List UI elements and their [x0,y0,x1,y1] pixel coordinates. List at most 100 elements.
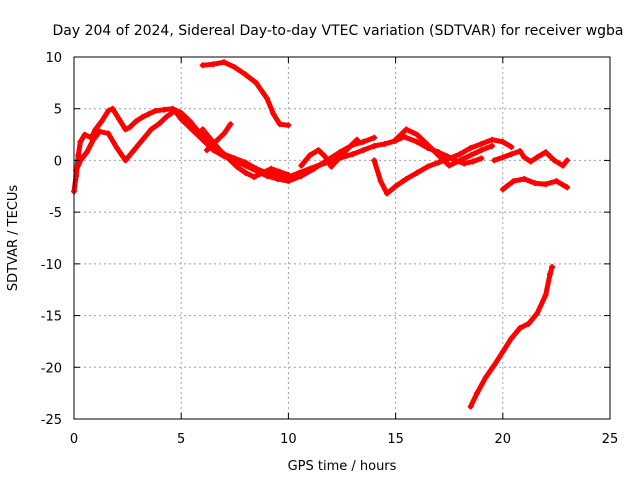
y-tick-label: 10 [45,51,62,66]
series-trace-e [199,59,292,129]
data-point [233,163,240,170]
data-point [199,136,206,143]
data-point [253,79,260,86]
data-point [253,167,260,174]
series-line [393,126,495,169]
y-tick-label: 5 [54,103,62,118]
data-point [161,106,168,113]
data-point [403,134,410,141]
x-tick-label: 25 [602,432,619,447]
data-point [263,172,270,179]
data-point [227,121,234,128]
data-point [251,173,258,180]
data-point [270,110,277,117]
data-point [360,147,367,154]
data-point [403,126,410,133]
data-point [474,390,481,397]
grid-lines [74,57,610,419]
data-point [392,183,399,190]
data-point [403,176,410,183]
plot-frame [73,56,611,420]
data-point [360,138,367,145]
data-point [321,153,328,160]
chart-title: Day 204 of 2024, Sidereal Day-to-day VTE… [52,23,623,39]
data-point [212,138,219,145]
data-point [499,186,506,193]
data-point [553,178,560,185]
data-point [242,71,249,78]
data-point [371,157,378,164]
data-point [467,403,474,410]
data-point [146,110,153,117]
data-point [139,113,146,120]
data-point [83,149,90,156]
data-point [527,158,534,165]
data-point [478,155,485,162]
series-line [298,137,360,170]
data-point [491,362,498,369]
data-point [371,142,378,149]
y-tick-label: -10 [41,258,62,273]
data-point [216,147,223,154]
data-point [377,178,384,185]
data-point [75,152,82,159]
data-point [564,184,571,191]
data-point [508,143,515,150]
data-point [381,140,388,147]
data-point [122,157,129,164]
data-point [203,147,210,154]
axis-ticks: 0 5 10 15 20 25 -25 -20 -15 -10 -5 0 5 10 [41,51,619,447]
data-point [171,107,178,114]
series-trace-c [199,126,292,180]
data-point [92,126,99,133]
series-trace-j [491,148,571,169]
data-point [489,142,496,149]
data-point [508,335,515,342]
data-point [122,126,129,133]
x-tick-label: 10 [280,432,297,447]
series-trace-l [467,263,556,410]
data-point [469,158,476,165]
data-point [414,138,421,145]
series-trace-d [203,121,234,154]
series-line [71,106,407,194]
data-point [116,116,123,123]
data-point [210,61,217,68]
data-point [444,153,451,160]
data-point [81,131,88,138]
data-point [285,122,292,129]
data-point [139,136,146,143]
data-point [542,181,549,188]
y-tick-label: -25 [41,413,62,428]
data-point [525,320,532,327]
data-point [549,263,556,270]
data-point [467,145,474,152]
series-trace-a [71,105,408,195]
data-point [478,147,485,154]
data-point [274,176,281,183]
data-point [186,118,193,125]
x-tick-label: 5 [177,432,185,447]
data-point [113,145,120,152]
data-point [435,159,442,166]
data-point [328,163,335,170]
data-point [90,136,97,143]
data-point [467,152,474,159]
data-point [499,138,506,145]
series-trace-f [298,136,361,170]
data-point [521,154,528,161]
data-point [221,130,228,137]
data-point [499,348,506,355]
data-point [531,180,538,187]
data-point [564,157,571,164]
data-point [456,151,463,158]
y-axis-label: SDTVAR / TECUs [6,185,21,292]
data-point [482,374,489,381]
data-point [276,168,283,175]
data-point [259,169,266,176]
data-point [521,176,528,183]
data-point [371,134,378,141]
data-point [131,147,138,154]
data-point [133,118,140,125]
